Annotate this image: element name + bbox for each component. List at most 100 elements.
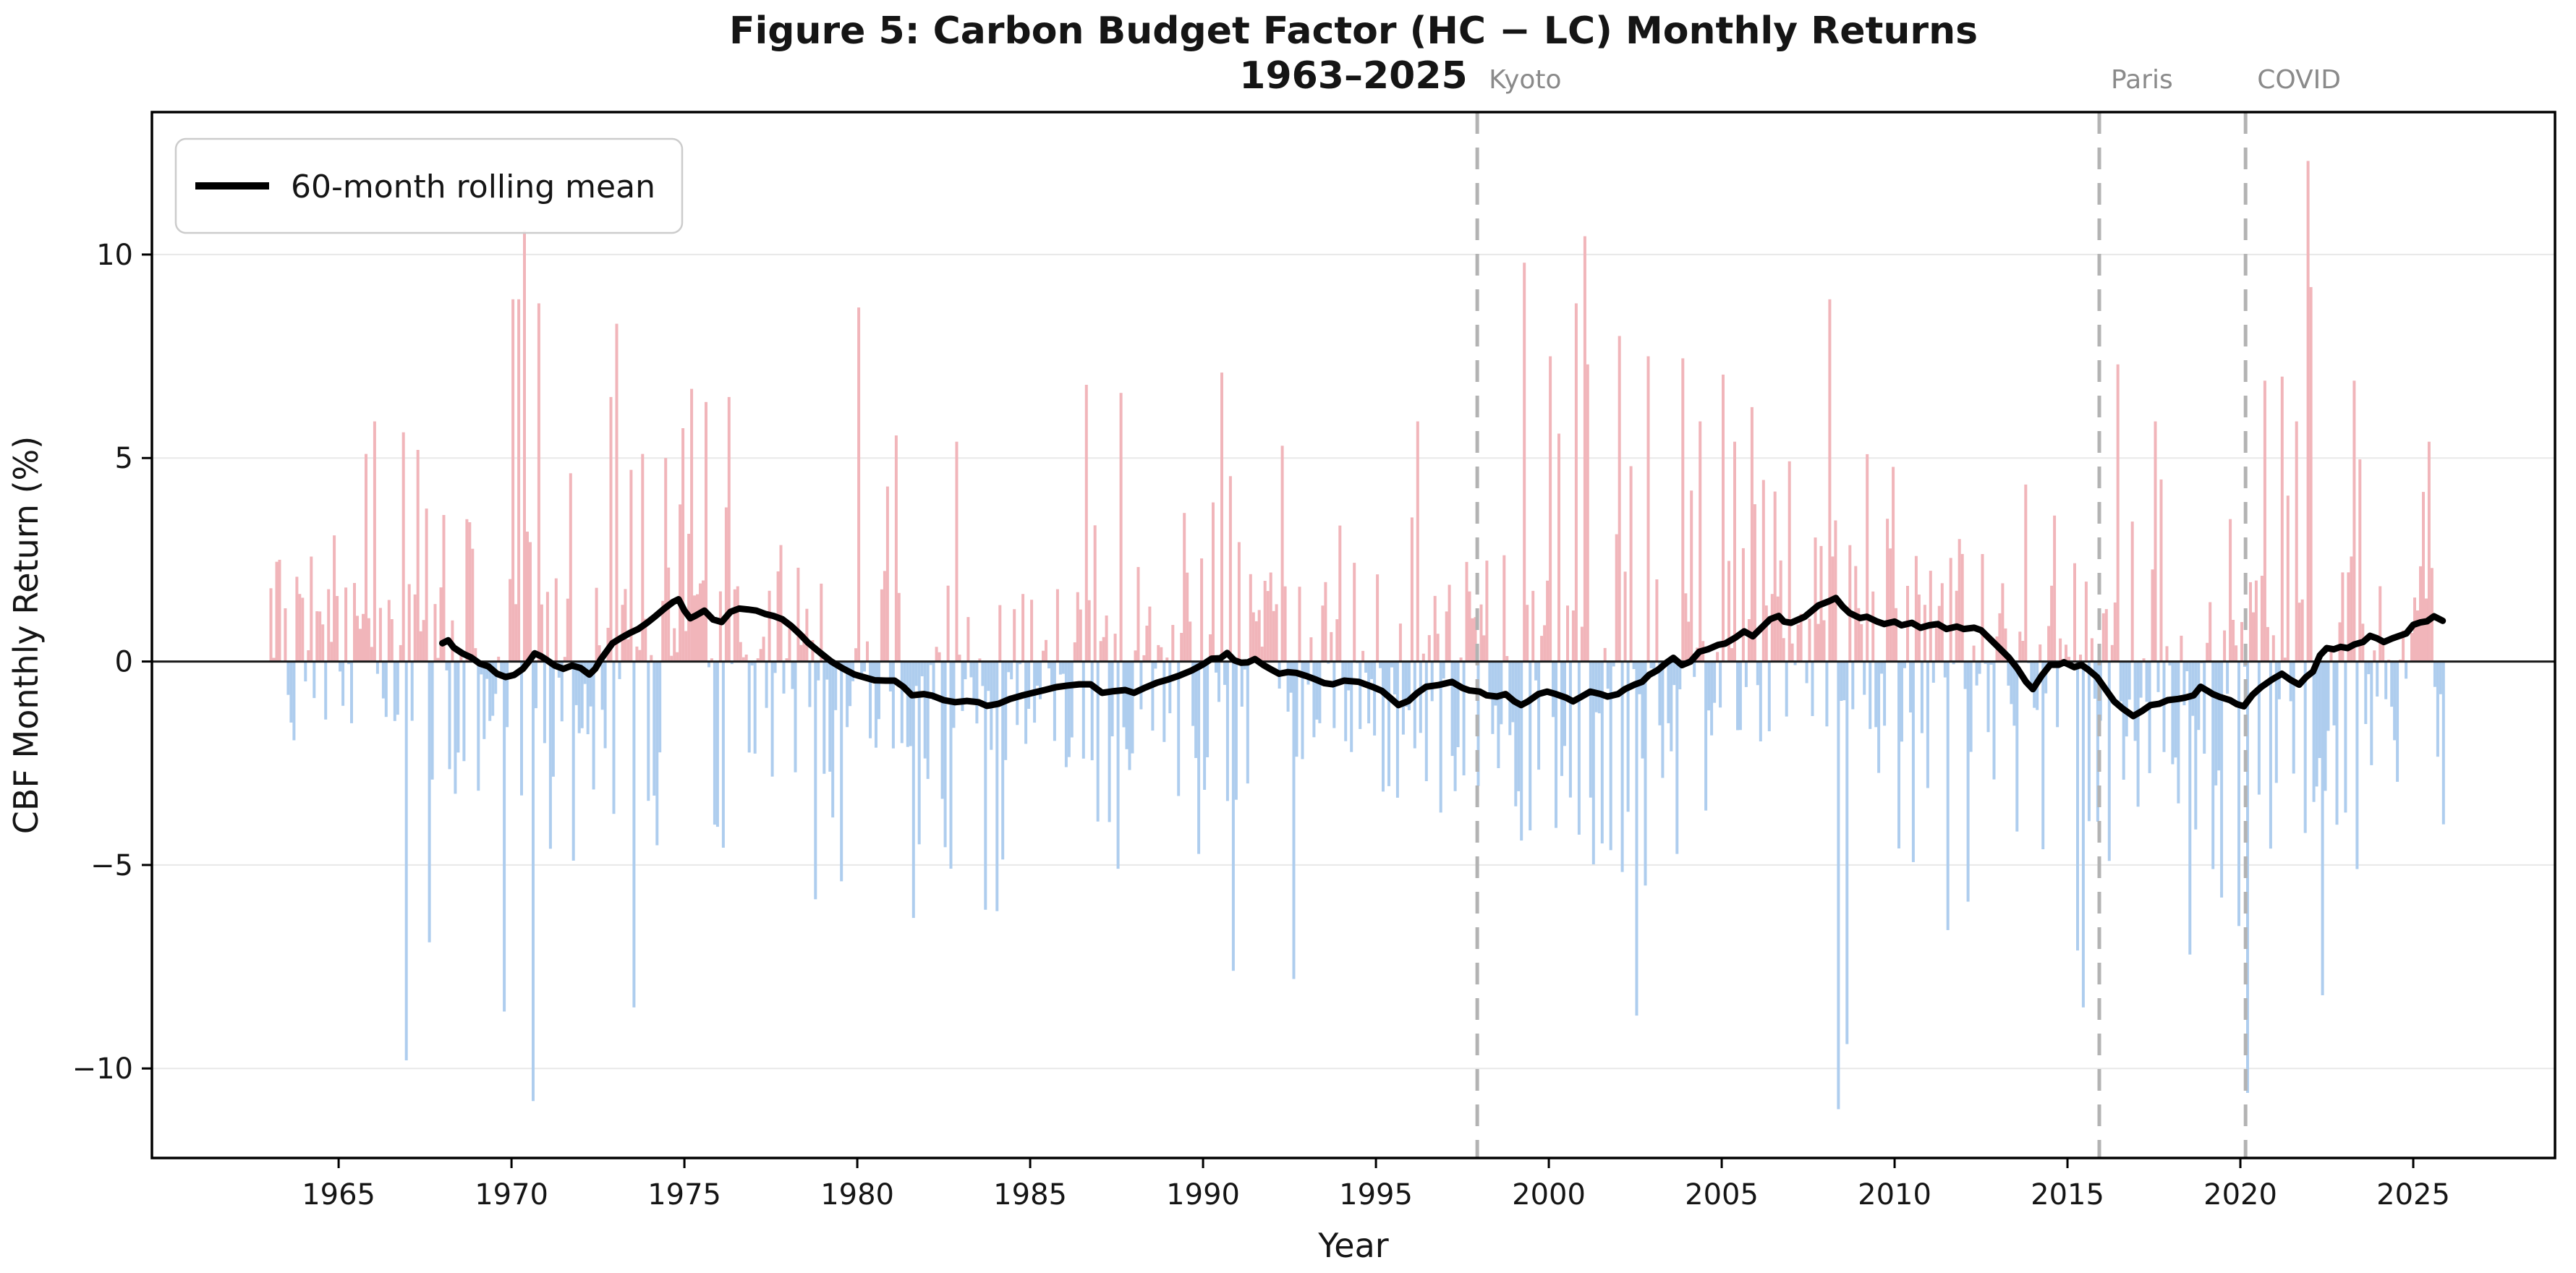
bar <box>1753 504 1756 662</box>
bar <box>2107 661 2111 861</box>
bar <box>2295 421 2298 662</box>
bar <box>914 661 918 686</box>
bar <box>1767 661 1771 731</box>
bar <box>702 580 705 662</box>
bar <box>984 661 987 910</box>
bar <box>1341 661 1345 684</box>
bar <box>1704 661 1708 811</box>
bar <box>2217 661 2221 771</box>
bar <box>2441 661 2445 825</box>
bar <box>1122 661 1126 728</box>
bar <box>1825 661 1829 727</box>
bar <box>1465 561 1468 662</box>
bar <box>2335 661 2339 825</box>
bar <box>1851 661 1855 710</box>
bar <box>2390 661 2394 707</box>
bar <box>365 454 367 662</box>
bar <box>1946 661 1950 930</box>
bar <box>1240 661 1244 707</box>
bar <box>2266 626 2269 662</box>
bar <box>503 661 506 1012</box>
bar <box>1353 563 1356 662</box>
bar <box>459 655 463 662</box>
bar <box>822 661 826 774</box>
bar <box>1577 661 1581 835</box>
bar <box>765 661 768 708</box>
bar <box>1816 623 1820 662</box>
bar <box>1914 555 1918 662</box>
bar <box>624 589 627 662</box>
bar <box>2073 563 2076 662</box>
bar <box>727 396 731 662</box>
bar <box>540 604 543 662</box>
bar <box>1842 661 1846 701</box>
bar <box>718 591 722 662</box>
bar <box>2185 661 2189 671</box>
bar <box>1165 657 1169 662</box>
x-axis-ticks: 1965 1970 1975 1980 1985 1990 1995 2000 2005 2010… <box>302 1158 2450 1212</box>
bar <box>1168 661 1172 714</box>
bar <box>1583 236 1586 662</box>
bar <box>390 619 394 662</box>
bar <box>1275 604 1278 662</box>
bar <box>477 661 480 791</box>
bar <box>978 658 982 662</box>
bar <box>1373 661 1377 736</box>
bar <box>1292 661 1296 979</box>
bar <box>580 661 584 728</box>
bar <box>693 595 696 662</box>
bar <box>422 620 425 662</box>
bar <box>2125 661 2128 737</box>
bar <box>1194 661 1198 758</box>
bar <box>1563 661 1566 746</box>
bar <box>1234 661 1238 800</box>
bar <box>2001 583 2005 662</box>
bar <box>612 661 616 814</box>
bar <box>741 657 745 662</box>
bar <box>2044 661 2048 694</box>
bar <box>407 584 411 662</box>
bar <box>401 432 405 662</box>
bar <box>900 661 904 744</box>
bar <box>324 661 328 720</box>
bar <box>574 661 578 705</box>
bar <box>2269 661 2272 849</box>
bar <box>2338 622 2342 662</box>
x-tick-label-2005: 2005 <box>1685 1178 1759 1212</box>
bar <box>2039 644 2042 662</box>
bar <box>2329 646 2333 662</box>
bar <box>373 421 376 662</box>
bar <box>1926 661 1929 788</box>
bar <box>569 473 572 662</box>
bar <box>1367 661 1371 724</box>
bar <box>341 661 345 706</box>
bar <box>684 631 688 662</box>
bar <box>897 592 901 662</box>
bar <box>1649 661 1653 668</box>
bar <box>318 611 322 662</box>
bar <box>846 661 849 728</box>
bar <box>1042 650 1045 662</box>
bar <box>788 621 791 662</box>
bar <box>1866 454 1869 662</box>
bar <box>1646 356 1650 662</box>
bar <box>1468 591 1471 662</box>
bar <box>785 658 788 662</box>
bar <box>2370 661 2373 765</box>
bar <box>2413 597 2416 662</box>
bar <box>629 469 633 662</box>
bar <box>535 661 537 709</box>
bar <box>1145 626 1149 662</box>
bar <box>1191 661 1195 726</box>
bar <box>2427 441 2431 662</box>
bar <box>1395 661 1399 798</box>
bar <box>632 661 636 1008</box>
bar <box>2347 572 2350 662</box>
bar <box>1306 661 1310 685</box>
bar <box>2148 661 2151 773</box>
bar <box>1940 583 1944 662</box>
bar <box>782 661 786 694</box>
bar <box>1283 586 1287 662</box>
bar <box>586 661 590 735</box>
